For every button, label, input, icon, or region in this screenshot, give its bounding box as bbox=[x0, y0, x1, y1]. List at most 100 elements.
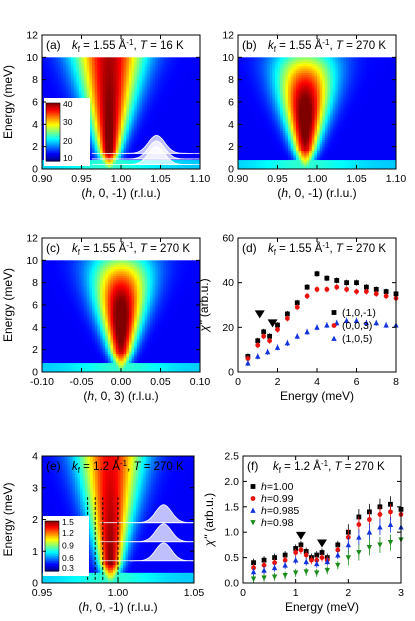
heatmap-cell bbox=[369, 97, 373, 101]
heatmap-cell bbox=[92, 153, 96, 157]
heatmap-cell bbox=[168, 93, 172, 96]
heatmap-cell bbox=[126, 133, 130, 137]
heatmap-cell bbox=[189, 102, 193, 105]
heatmap-cell bbox=[253, 75, 258, 79]
heatmap-cell bbox=[309, 86, 313, 90]
heatmap-cell bbox=[89, 146, 93, 150]
heatmap-cell bbox=[298, 93, 302, 96]
heatmap-cell bbox=[340, 106, 344, 110]
heatmap-cell bbox=[178, 64, 183, 67]
heatmap-cell bbox=[314, 86, 318, 90]
heatmap-cell bbox=[189, 72, 193, 76]
heatmap-cell bbox=[184, 131, 188, 134]
heatmap-cell bbox=[306, 86, 310, 90]
heatmap-cell bbox=[293, 113, 297, 116]
heatmap-cell bbox=[264, 104, 268, 108]
heatmap-cell bbox=[121, 148, 125, 152]
heatmap-cell bbox=[351, 57, 355, 61]
heatmap-cell bbox=[84, 72, 88, 76]
heatmap-cell bbox=[245, 72, 250, 76]
heatmap-cell bbox=[285, 81, 289, 85]
heatmap-cell bbox=[123, 126, 127, 130]
heatmap-cell bbox=[118, 137, 122, 141]
heatmap-cell bbox=[317, 59, 321, 63]
heatmap-cell bbox=[123, 102, 127, 105]
heatmap-cell bbox=[147, 126, 151, 130]
heatmap-cell bbox=[327, 61, 331, 65]
heatmap-cell bbox=[181, 115, 185, 119]
heatmap-cell bbox=[107, 88, 112, 92]
heatmap-cell bbox=[102, 126, 106, 130]
heatmap-cell bbox=[165, 139, 169, 143]
heatmap-cell bbox=[369, 59, 373, 63]
heatmap-cell bbox=[126, 81, 130, 85]
heatmap-cell bbox=[282, 102, 286, 105]
heatmap-cell bbox=[390, 81, 394, 85]
heatmap-cell bbox=[261, 99, 265, 103]
heatmap-cell bbox=[369, 110, 373, 114]
heatmap-cell bbox=[314, 75, 318, 79]
heatmap-cell bbox=[274, 115, 279, 119]
heatmap-cell bbox=[322, 57, 326, 61]
heatmap-cell bbox=[314, 122, 318, 125]
heatmap-cell bbox=[176, 77, 180, 81]
heatmap-cell bbox=[47, 79, 51, 83]
heatmap-cell bbox=[388, 68, 392, 72]
heatmap-cell bbox=[290, 68, 294, 72]
heatmap-cell bbox=[89, 64, 93, 67]
heatmap-cell bbox=[303, 113, 308, 116]
heatmap-cell bbox=[353, 86, 358, 90]
heatmap-cell bbox=[306, 122, 310, 125]
heatmap-cell bbox=[131, 142, 135, 146]
heatmap-cell bbox=[144, 102, 148, 105]
heatmap-cell bbox=[184, 133, 188, 137]
heatmap-cell bbox=[89, 102, 93, 105]
heatmap-cell bbox=[238, 115, 242, 119]
heatmap-cell bbox=[139, 57, 143, 61]
heatmap-cell bbox=[113, 61, 117, 65]
heatmap-cell bbox=[115, 133, 119, 137]
heatmap-cell bbox=[319, 95, 323, 99]
heatmap-cell bbox=[142, 144, 146, 148]
heatmap-cell bbox=[176, 139, 180, 143]
heatmap-cell bbox=[105, 131, 109, 134]
heatmap-cell bbox=[42, 88, 46, 92]
heatmap-cell bbox=[301, 93, 305, 96]
heatmap-cell bbox=[102, 113, 106, 116]
heatmap-cell bbox=[374, 61, 379, 65]
heatmap-cell bbox=[259, 104, 263, 108]
heatmap-cell bbox=[192, 162, 196, 166]
heatmap-cell bbox=[157, 99, 162, 103]
heatmap-cell bbox=[152, 64, 156, 67]
heatmap-cell bbox=[142, 128, 146, 132]
heatmap-cell bbox=[42, 84, 46, 87]
heatmap-cell bbox=[181, 64, 185, 67]
heatmap-cell bbox=[266, 102, 271, 105]
colorbar-segment bbox=[46, 104, 60, 108]
heatmap-cell bbox=[168, 59, 172, 63]
heatmap-cell bbox=[359, 70, 363, 74]
heatmap-cell bbox=[338, 66, 342, 70]
heatmap-cell bbox=[327, 117, 331, 121]
heatmap-cell bbox=[285, 77, 289, 81]
heatmap-cell bbox=[102, 64, 106, 67]
heatmap-cell bbox=[73, 72, 77, 76]
heatmap-cell bbox=[128, 88, 133, 92]
heatmap-cell bbox=[139, 68, 143, 72]
heatmap-cell bbox=[155, 99, 159, 103]
heatmap-cell bbox=[269, 97, 273, 101]
heatmap-cell bbox=[380, 102, 384, 105]
heatmap-cell bbox=[245, 93, 250, 96]
heatmap-cell bbox=[253, 117, 258, 121]
heatmap-cell bbox=[107, 148, 112, 152]
heatmap-cell bbox=[317, 108, 321, 112]
heatmap-cell bbox=[70, 77, 75, 81]
heatmap-cell bbox=[186, 59, 191, 63]
heatmap-cell bbox=[184, 64, 188, 67]
heatmap-cell bbox=[113, 151, 117, 154]
heatmap-cell bbox=[152, 81, 156, 85]
heatmap-cell bbox=[92, 122, 96, 125]
heatmap-cell bbox=[390, 79, 394, 83]
